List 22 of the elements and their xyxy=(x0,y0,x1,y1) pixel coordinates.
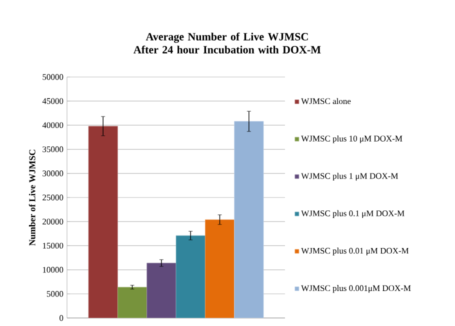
legend-label: WJMSC plus 0.1 μM DOX-M xyxy=(301,210,404,218)
y-tick-label: 45000 xyxy=(42,98,64,104)
bar xyxy=(176,235,206,318)
chart-title: Average Number of Live WJMSC After 24 hour Incubation with DOX-M xyxy=(134,32,321,54)
legend-label: WJMSC plus 0.001μM DOX-M xyxy=(301,285,411,293)
legend-label: WJMSC plus 10 μM DOX-M xyxy=(301,135,402,144)
y-tick-label: 30000 xyxy=(42,170,64,176)
y-tick-label: 25000 xyxy=(42,194,64,200)
legend-label: WJMSC alone xyxy=(301,98,351,104)
y-tick-label: 20000 xyxy=(42,218,64,224)
y-tick-label: 50000 xyxy=(42,74,64,80)
bar xyxy=(234,121,264,318)
bar xyxy=(204,219,235,318)
y-tick-label: 0 xyxy=(60,315,64,321)
y-tick-label: 5000 xyxy=(46,291,64,297)
y-axis-title: Number of Live WJMSC xyxy=(28,150,36,246)
legend-label: WJMSC plus 1 μM DOX-M xyxy=(301,172,398,181)
y-tick-label: 10000 xyxy=(42,266,64,273)
legend-label: WJMSC plus 0.01 μM DOX-M xyxy=(301,248,409,256)
y-tick-label: 15000 xyxy=(42,242,64,249)
y-tick-label: 35000 xyxy=(42,146,64,152)
y-tick-label: 40000 xyxy=(42,122,64,128)
